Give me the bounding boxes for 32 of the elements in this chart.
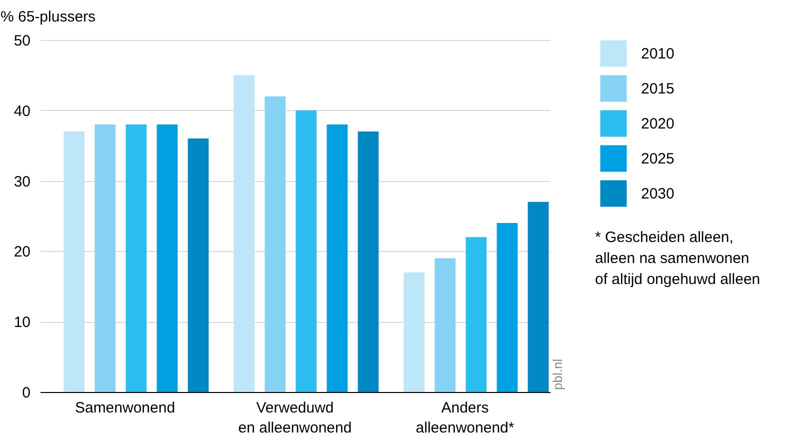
- bar: [466, 237, 487, 392]
- bar: [404, 272, 425, 392]
- x-tick-label: Anders alleenwonend*: [416, 400, 514, 436]
- y-axis-title: % 65-plussers: [0, 8, 96, 26]
- y-tick-label: 0: [22, 384, 30, 402]
- y-tick-label: 10: [14, 314, 30, 332]
- bar: [326, 124, 348, 392]
- bar: [94, 124, 116, 392]
- legend-label: 2025: [641, 150, 674, 168]
- bar: [188, 138, 209, 392]
- bar: [358, 132, 379, 392]
- bar: [434, 258, 456, 392]
- y-tick-label: 50: [14, 32, 30, 50]
- legend-label: 2020: [641, 116, 674, 132]
- bar: [126, 124, 147, 392]
- bar: [234, 75, 255, 392]
- x-tick-label: Verweduwd en alleenwonend: [238, 400, 352, 436]
- x-tick-label: Samenwonend: [74, 400, 176, 416]
- legend-label: 2015: [641, 80, 674, 98]
- annotation: pbl.nl: [550, 358, 565, 390]
- y-tick-label: 30: [14, 173, 30, 190]
- y-tick-label: 40: [14, 102, 30, 120]
- bar: [528, 202, 549, 392]
- text: * Gescheiden alleen, alleen na samenwonen of altijd ongehuwd alleen: [595, 229, 760, 288]
- bar: [496, 223, 518, 392]
- bar: [264, 96, 286, 392]
- bar: [156, 124, 178, 392]
- bar: [64, 132, 85, 392]
- bar: [296, 110, 317, 392]
- y-tick-label: 20: [14, 244, 30, 261]
- legend-label: 2030: [641, 186, 674, 202]
- legend-label: 2010: [641, 46, 674, 62]
